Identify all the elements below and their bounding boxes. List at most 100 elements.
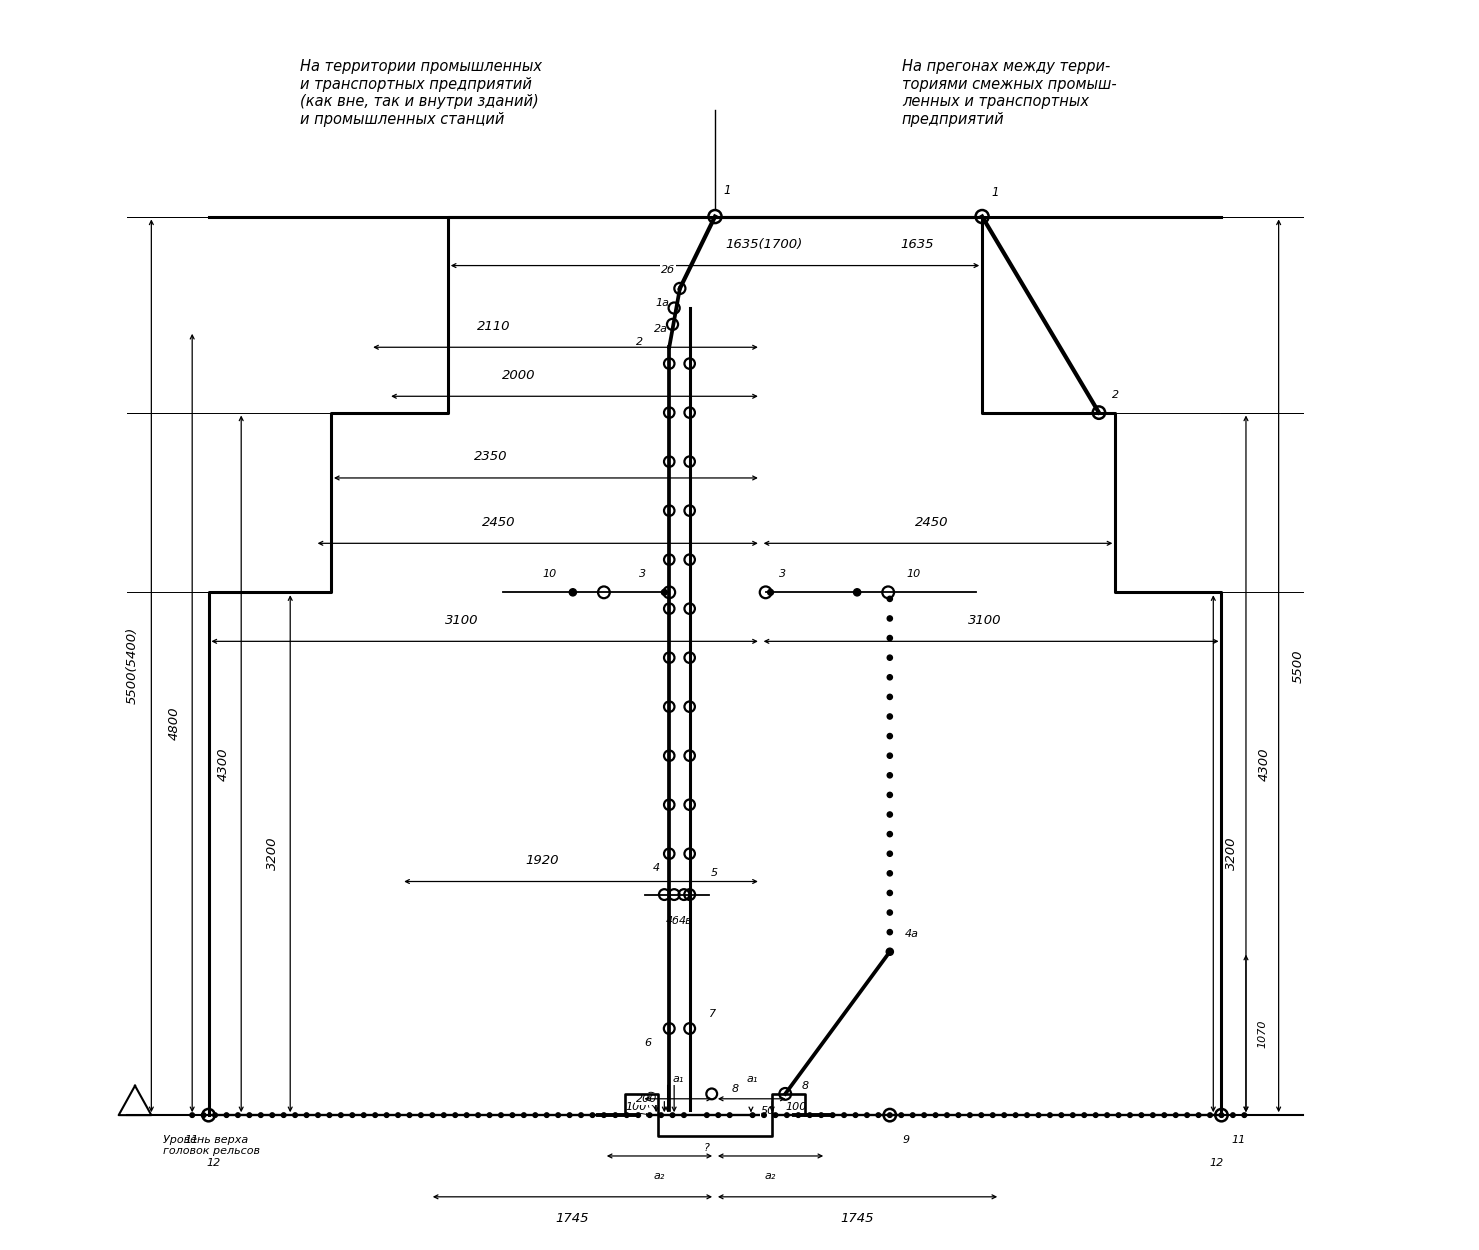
Circle shape <box>887 792 892 798</box>
Text: 1745: 1745 <box>556 1211 589 1225</box>
Text: 2450: 2450 <box>482 515 515 529</box>
Circle shape <box>532 1112 537 1118</box>
Circle shape <box>648 1112 652 1118</box>
Circle shape <box>636 1112 640 1118</box>
Circle shape <box>544 1112 549 1118</box>
Text: Уровень верха
головок рельсов: Уровень верха головок рельсов <box>163 1135 260 1156</box>
Text: a₁: a₁ <box>745 1074 757 1084</box>
Circle shape <box>1105 1112 1109 1118</box>
Text: a₁: a₁ <box>673 1074 683 1084</box>
Circle shape <box>887 1112 892 1118</box>
Circle shape <box>442 1112 447 1118</box>
Circle shape <box>1127 1112 1133 1118</box>
Text: 4800: 4800 <box>167 706 180 740</box>
Circle shape <box>887 694 892 700</box>
Circle shape <box>351 1112 355 1118</box>
Circle shape <box>784 1112 790 1118</box>
Circle shape <box>1013 1112 1018 1118</box>
Text: 2110: 2110 <box>476 320 510 332</box>
Text: 2350: 2350 <box>473 450 507 464</box>
Circle shape <box>1185 1112 1189 1118</box>
Text: 2: 2 <box>636 338 643 348</box>
Text: 100: 100 <box>626 1102 646 1112</box>
Circle shape <box>293 1112 297 1118</box>
Text: 3100: 3100 <box>967 614 1001 626</box>
Circle shape <box>1162 1112 1167 1118</box>
Text: 1635(1700): 1635(1700) <box>725 238 803 251</box>
Circle shape <box>1083 1112 1087 1118</box>
Circle shape <box>487 1112 493 1118</box>
Circle shape <box>396 1112 401 1118</box>
Text: 2б: 2б <box>661 265 674 275</box>
Circle shape <box>247 1112 251 1118</box>
Text: a₂: a₂ <box>765 1171 776 1181</box>
Circle shape <box>1151 1112 1155 1118</box>
Circle shape <box>1117 1112 1121 1118</box>
Circle shape <box>590 1112 595 1118</box>
Text: 9: 9 <box>902 1135 910 1145</box>
Text: 1920: 1920 <box>525 854 559 866</box>
Text: 2: 2 <box>1112 390 1120 400</box>
Circle shape <box>1231 1112 1235 1118</box>
Circle shape <box>281 1112 285 1118</box>
Circle shape <box>614 1112 618 1118</box>
Circle shape <box>670 1112 674 1118</box>
Circle shape <box>842 1112 846 1118</box>
Circle shape <box>887 851 892 856</box>
Text: 1а: 1а <box>655 299 670 309</box>
Circle shape <box>602 1112 606 1118</box>
Circle shape <box>658 1112 664 1118</box>
Text: 2000: 2000 <box>503 369 535 381</box>
Text: 3200: 3200 <box>1225 838 1238 870</box>
Circle shape <box>522 1112 527 1118</box>
Circle shape <box>259 1112 263 1118</box>
Circle shape <box>407 1112 411 1118</box>
Circle shape <box>1001 1112 1006 1118</box>
Circle shape <box>853 589 861 596</box>
Circle shape <box>819 1112 824 1118</box>
Text: 8: 8 <box>731 1084 738 1094</box>
Text: 8: 8 <box>802 1081 809 1091</box>
Circle shape <box>578 1112 583 1118</box>
Text: 1635: 1635 <box>901 238 933 251</box>
Circle shape <box>887 734 892 739</box>
Circle shape <box>498 1112 503 1118</box>
Text: 11: 11 <box>185 1135 198 1145</box>
Circle shape <box>385 1112 389 1118</box>
Circle shape <box>933 1112 938 1118</box>
Text: 4в: 4в <box>679 916 692 926</box>
Circle shape <box>1242 1112 1247 1118</box>
Text: 5500: 5500 <box>1291 649 1304 682</box>
Circle shape <box>945 1112 950 1118</box>
Circle shape <box>704 1112 708 1118</box>
Text: 1070: 1070 <box>1257 1019 1268 1048</box>
Circle shape <box>899 1112 904 1118</box>
Circle shape <box>774 1112 778 1118</box>
Circle shape <box>796 1112 800 1118</box>
Circle shape <box>568 1112 572 1118</box>
Circle shape <box>887 714 892 719</box>
Circle shape <box>921 1112 926 1118</box>
Text: 1745: 1745 <box>840 1211 874 1225</box>
Circle shape <box>955 1112 961 1118</box>
Text: 4а: 4а <box>905 929 918 939</box>
Text: 12: 12 <box>1210 1158 1223 1168</box>
Circle shape <box>1219 1112 1223 1118</box>
Circle shape <box>1071 1112 1075 1118</box>
Circle shape <box>887 812 892 818</box>
Text: 12: 12 <box>206 1158 220 1168</box>
Text: a₂: a₂ <box>654 1171 666 1181</box>
Circle shape <box>887 596 892 601</box>
Circle shape <box>419 1112 423 1118</box>
Circle shape <box>453 1112 457 1118</box>
Circle shape <box>750 1112 754 1118</box>
Circle shape <box>887 655 892 660</box>
Circle shape <box>213 1112 217 1118</box>
Text: 1: 1 <box>723 184 731 198</box>
Text: 3100: 3100 <box>445 614 479 626</box>
Text: 11: 11 <box>1231 1135 1245 1145</box>
Circle shape <box>1037 1112 1041 1118</box>
Text: 4300: 4300 <box>1257 748 1270 780</box>
Circle shape <box>808 1112 812 1118</box>
Circle shape <box>464 1112 469 1118</box>
